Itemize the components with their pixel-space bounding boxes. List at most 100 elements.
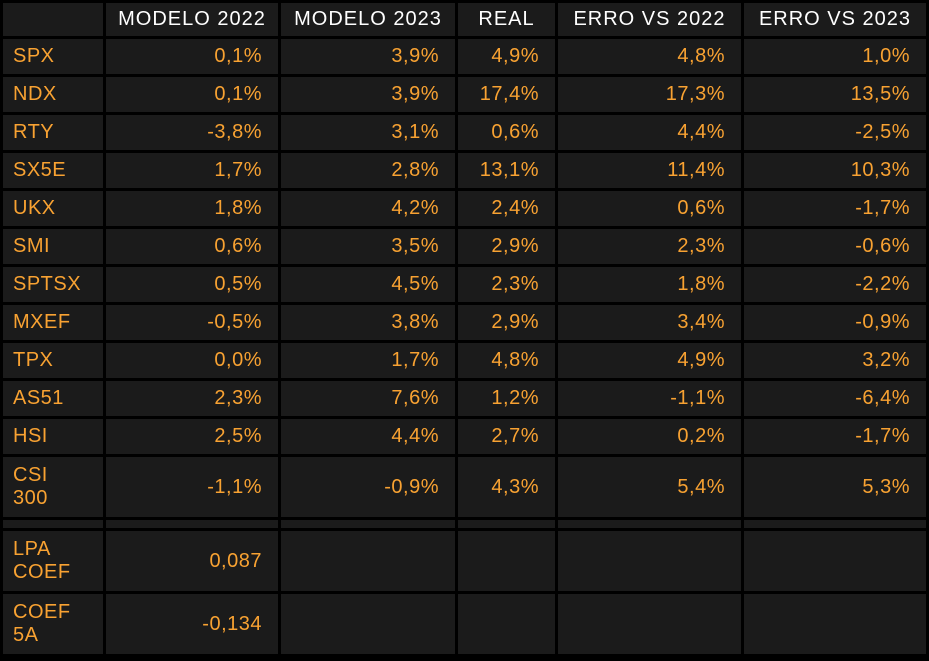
cell-sptsx-modelo-2023: 4,5% — [281, 267, 455, 302]
cell-coef-5a-real — [458, 594, 555, 654]
row-label-rty: RTY — [3, 115, 103, 150]
cell-ukx-erro-vs-2023: -1,7% — [744, 191, 926, 226]
cell-smi-erro-vs-2022: 2,3% — [558, 229, 741, 264]
cell-rty-modelo-2022: -3,8% — [106, 115, 278, 150]
cell-as51-modelo-2023: 7,6% — [281, 381, 455, 416]
row-label-spx: SPX — [3, 39, 103, 74]
row-label-as51: AS51 — [3, 381, 103, 416]
cell-ndx-modelo-2023: 3,9% — [281, 77, 455, 112]
cell-spx-modelo-2023: 3,9% — [281, 39, 455, 74]
cell-hsi-erro-vs-2022: 0,2% — [558, 419, 741, 454]
table-row-ndx: NDX 0,1% 3,9% 17,4% 17,3% 13,5% — [3, 77, 926, 112]
cell-sx5e-erro-vs-2022: 11,4% — [558, 153, 741, 188]
cell-rty-erro-vs-2023: -2,5% — [744, 115, 926, 150]
cell-lpa-coef-erro-vs-2022 — [558, 531, 741, 591]
cell-lpa-coef-modelo-2022: 0,087 — [106, 531, 278, 591]
table-row-rty: RTY -3,8% 3,1% 0,6% 4,4% -2,5% — [3, 115, 926, 150]
cell-mxef-modelo-2023: 3,8% — [281, 305, 455, 340]
table-row-ukx: UKX 1,8% 4,2% 2,4% 0,6% -1,7% — [3, 191, 926, 226]
row-label-hsi: HSI — [3, 419, 103, 454]
cell-spx-erro-vs-2023: 1,0% — [744, 39, 926, 74]
cell-ukx-erro-vs-2022: 0,6% — [558, 191, 741, 226]
cell-smi-erro-vs-2023: -0,6% — [744, 229, 926, 264]
table-row-spx: SPX 0,1% 3,9% 4,9% 4,8% 1,0% — [3, 39, 926, 74]
cell-csi-300-erro-vs-2022: 5,4% — [558, 457, 741, 517]
column-header-erro-vs-2023: ERRO VS 2023 — [744, 3, 926, 36]
cell-sx5e-erro-vs-2023: 10,3% — [744, 153, 926, 188]
cell-lpa-coef-modelo-2023 — [281, 531, 455, 591]
cell-coef-5a-modelo-2022: -0,134 — [106, 594, 278, 654]
cell-csi-300-real: 4,3% — [458, 457, 555, 517]
cell-rty-erro-vs-2022: 4,4% — [558, 115, 741, 150]
table-row-hsi: HSI 2,5% 4,4% 2,7% 0,2% -1,7% — [3, 419, 926, 454]
cell-sx5e-real: 13,1% — [458, 153, 555, 188]
cell-as51-erro-vs-2023: -6,4% — [744, 381, 926, 416]
cell-spx-real: 4,9% — [458, 39, 555, 74]
cell-ndx-erro-vs-2022: 17,3% — [558, 77, 741, 112]
cell-tpx-erro-vs-2023: 3,2% — [744, 343, 926, 378]
column-header-modelo-2022: MODELO 2022 — [106, 3, 278, 36]
table-row-csi-300: CSI 300 -1,1% -0,9% 4,3% 5,4% 5,3% — [3, 457, 926, 517]
cell-hsi-real: 2,7% — [458, 419, 555, 454]
cell-sptsx-erro-vs-2023: -2,2% — [744, 267, 926, 302]
cell-smi-real: 2,9% — [458, 229, 555, 264]
cell-spx-modelo-2022: 0,1% — [106, 39, 278, 74]
cell-hsi-modelo-2023: 4,4% — [281, 419, 455, 454]
table-row-coef-5a: COEF 5A -0,134 — [3, 594, 926, 654]
table-row-mxef: MXEF -0,5% 3,8% 2,9% 3,4% -0,9% — [3, 305, 926, 340]
row-label-tpx: TPX — [3, 343, 103, 378]
cell-ukx-modelo-2023: 4,2% — [281, 191, 455, 226]
cell-rty-modelo-2023: 3,1% — [281, 115, 455, 150]
table-row-lpa-coef: LPA COEF 0,087 — [3, 531, 926, 591]
cell-ukx-real: 2,4% — [458, 191, 555, 226]
cell-csi-300-modelo-2022: -1,1% — [106, 457, 278, 517]
row-label-coef-5a: COEF 5A — [3, 594, 103, 654]
spacer-cell — [106, 520, 278, 528]
cell-tpx-modelo-2022: 0,0% — [106, 343, 278, 378]
cell-mxef-modelo-2022: -0,5% — [106, 305, 278, 340]
table-row-sptsx: SPTSX 0,5% 4,5% 2,3% 1,8% -2,2% — [3, 267, 926, 302]
cell-tpx-modelo-2023: 1,7% — [281, 343, 455, 378]
cell-tpx-real: 4,8% — [458, 343, 555, 378]
table-row-sx5e: SX5E 1,7% 2,8% 13,1% 11,4% 10,3% — [3, 153, 926, 188]
spacer-cell — [281, 520, 455, 528]
cell-ndx-modelo-2022: 0,1% — [106, 77, 278, 112]
cell-sptsx-modelo-2022: 0,5% — [106, 267, 278, 302]
cell-hsi-modelo-2022: 2,5% — [106, 419, 278, 454]
cell-coef-5a-erro-vs-2022 — [558, 594, 741, 654]
cell-mxef-erro-vs-2022: 3,4% — [558, 305, 741, 340]
spacer-cell — [558, 520, 741, 528]
cell-ukx-modelo-2022: 1,8% — [106, 191, 278, 226]
cell-smi-modelo-2022: 0,6% — [106, 229, 278, 264]
cell-coef-5a-erro-vs-2023 — [744, 594, 926, 654]
cell-ndx-erro-vs-2023: 13,5% — [744, 77, 926, 112]
cell-sptsx-erro-vs-2022: 1,8% — [558, 267, 741, 302]
cell-ndx-real: 17,4% — [458, 77, 555, 112]
column-header-erro-vs-2022: ERRO VS 2022 — [558, 3, 741, 36]
cell-hsi-erro-vs-2023: -1,7% — [744, 419, 926, 454]
row-label-sptsx: SPTSX — [3, 267, 103, 302]
cell-coef-5a-modelo-2023 — [281, 594, 455, 654]
row-label-smi: SMI — [3, 229, 103, 264]
row-label-csi-300: CSI 300 — [3, 457, 103, 517]
cell-smi-modelo-2023: 3,5% — [281, 229, 455, 264]
spacer-cell — [744, 520, 926, 528]
row-label-ukx: UKX — [3, 191, 103, 226]
row-label-sx5e: SX5E — [3, 153, 103, 188]
cell-mxef-erro-vs-2023: -0,9% — [744, 305, 926, 340]
cell-csi-300-erro-vs-2023: 5,3% — [744, 457, 926, 517]
spacer-cell — [3, 520, 103, 528]
table-row-tpx: TPX 0,0% 1,7% 4,8% 4,9% 3,2% — [3, 343, 926, 378]
cell-spx-erro-vs-2022: 4,8% — [558, 39, 741, 74]
cell-sptsx-real: 2,3% — [458, 267, 555, 302]
cell-as51-erro-vs-2022: -1,1% — [558, 381, 741, 416]
table-row-as51: AS51 2,3% 7,6% 1,2% -1,1% -6,4% — [3, 381, 926, 416]
cell-sx5e-modelo-2023: 2,8% — [281, 153, 455, 188]
cell-sx5e-modelo-2022: 1,7% — [106, 153, 278, 188]
cell-mxef-real: 2,9% — [458, 305, 555, 340]
table-row-smi: SMI 0,6% 3,5% 2,9% 2,3% -0,6% — [3, 229, 926, 264]
column-header-real: REAL — [458, 3, 555, 36]
cell-rty-real: 0,6% — [458, 115, 555, 150]
row-label-ndx: NDX — [3, 77, 103, 112]
